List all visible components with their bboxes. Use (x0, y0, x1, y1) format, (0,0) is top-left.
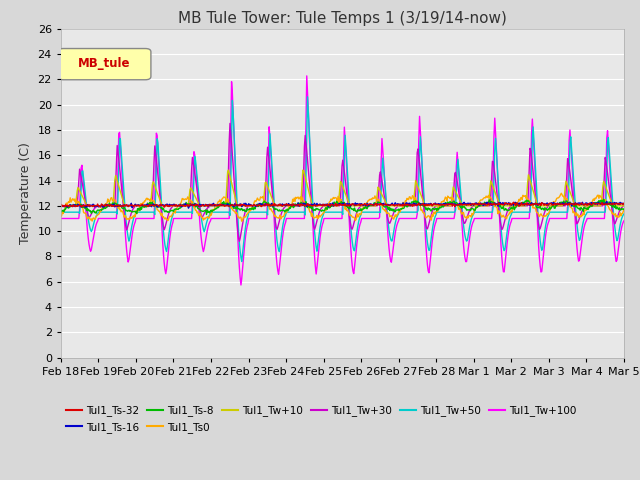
Tul1_Ts-16 (67, 203, 75, 208)
Tul1_Tw+50 (429, 224, 436, 229)
Title: MB Tule Tower: Tule Temps 1 (3/19/14-now): MB Tule Tower: Tule Temps 1 (3/19/14-now… (178, 11, 507, 26)
Line: Tul1_Tw+10: Tul1_Tw+10 (61, 170, 624, 206)
Tul1_Tw+30 (226, 120, 234, 126)
Tul1_Ts-32 (509, 199, 517, 205)
Tul1_Tw+30 (67, 203, 75, 209)
Tul1_Tw+50 (125, 238, 132, 244)
Tul1_Tw+50 (182, 209, 190, 215)
Tul1_Tw+100 (212, 216, 220, 221)
Tul1_Ts0 (125, 216, 132, 222)
Tul1_Tw+50 (57, 209, 65, 215)
Tul1_Ts-16 (620, 201, 628, 206)
Tul1_Ts-16 (412, 201, 419, 207)
Tul1_Tw+100 (67, 216, 75, 221)
Tul1_Ts-32 (183, 203, 191, 208)
Tul1_Tw+100 (182, 216, 190, 221)
Tul1_Ts-32 (412, 202, 419, 208)
Tul1_Tw+10 (67, 203, 75, 209)
Tul1_Ts-8 (213, 206, 221, 212)
Tul1_Ts-32 (620, 200, 628, 206)
Tul1_Tw+100 (429, 233, 436, 239)
Tul1_Tw+30 (57, 203, 65, 209)
Tul1_Ts-32 (161, 204, 168, 210)
Tul1_Tw+50 (238, 259, 246, 264)
Tul1_Tw+10 (57, 203, 65, 209)
Tul1_Tw+100 (620, 218, 628, 224)
Tul1_Tw+10 (225, 167, 232, 173)
Tul1_Tw+10 (620, 203, 628, 209)
Tul1_Tw+50 (413, 209, 420, 215)
Tul1_Tw+50 (304, 94, 312, 100)
Tul1_Ts0 (620, 206, 628, 212)
Line: Tul1_Tw+100: Tul1_Tw+100 (61, 76, 624, 285)
Tul1_Tw+10 (212, 203, 220, 209)
Tul1_Ts-16 (57, 203, 65, 209)
Line: Tul1_Tw+50: Tul1_Tw+50 (61, 97, 624, 262)
Tul1_Ts-16 (428, 202, 436, 208)
Tul1_Tw+30 (182, 203, 190, 209)
Tul1_Ts-8 (203, 212, 211, 217)
Tul1_Ts0 (67, 199, 75, 205)
Tul1_Tw+30 (413, 171, 420, 177)
Tul1_Tw+100 (125, 256, 132, 262)
Tul1_Tw+100 (237, 282, 245, 288)
Tul1_Tw+50 (67, 209, 75, 215)
Tul1_Ts-16 (184, 205, 192, 211)
Tul1_Ts0 (212, 204, 220, 209)
Tul1_Ts-32 (57, 204, 65, 209)
Tul1_Tw+30 (212, 203, 220, 209)
Tul1_Ts0 (57, 214, 65, 219)
Legend: Tul1_Ts-32, Tul1_Ts-16, Tul1_Ts-8, Tul1_Ts0, Tul1_Tw+10, Tul1_Tw+30, Tul1_Tw+50,: Tul1_Ts-32, Tul1_Ts-16, Tul1_Ts-8, Tul1_… (66, 406, 576, 432)
Tul1_Tw+100 (303, 73, 310, 79)
Tul1_Tw+10 (428, 203, 436, 209)
Tul1_Ts0 (182, 196, 190, 202)
Tul1_Ts-32 (125, 204, 132, 209)
Tul1_Ts-16 (125, 203, 132, 209)
Tul1_Ts-8 (57, 208, 65, 214)
Tul1_Tw+100 (413, 216, 420, 221)
Tul1_Tw+30 (620, 203, 628, 209)
Tul1_Ts-32 (67, 203, 75, 209)
Line: Tul1_Ts0: Tul1_Ts0 (61, 193, 624, 221)
Line: Tul1_Ts-8: Tul1_Ts-8 (61, 199, 624, 215)
Line: Tul1_Tw+30: Tul1_Tw+30 (61, 123, 624, 241)
Tul1_Ts0 (428, 212, 436, 217)
Tul1_Ts-32 (213, 203, 221, 209)
FancyBboxPatch shape (58, 48, 151, 80)
Text: MB_tule: MB_tule (78, 58, 131, 71)
Tul1_Tw+10 (182, 203, 190, 209)
Tul1_Ts0 (557, 191, 565, 196)
Tul1_Ts-8 (125, 207, 132, 213)
Tul1_Tw+10 (125, 203, 132, 209)
Tul1_Ts-8 (600, 196, 607, 202)
Tul1_Tw+30 (236, 239, 243, 244)
Tul1_Ts0 (412, 195, 419, 201)
Tul1_Tw+50 (620, 211, 628, 216)
Tul1_Ts-8 (67, 203, 75, 209)
Tul1_Ts0 (238, 218, 246, 224)
Tul1_Tw+10 (412, 178, 419, 183)
Tul1_Ts-8 (428, 206, 436, 212)
Tul1_Tw+30 (125, 219, 132, 225)
Tul1_Ts-32 (428, 203, 436, 209)
Line: Tul1_Ts-16: Tul1_Ts-16 (61, 202, 624, 208)
Tul1_Tw+50 (212, 209, 220, 215)
Tul1_Ts-8 (182, 200, 190, 205)
Tul1_Ts-8 (412, 198, 419, 204)
Y-axis label: Temperature (C): Temperature (C) (19, 142, 32, 244)
Tul1_Tw+100 (57, 216, 65, 221)
Tul1_Ts-16 (182, 202, 190, 208)
Tul1_Ts-8 (620, 206, 628, 212)
Line: Tul1_Ts-32: Tul1_Ts-32 (61, 202, 624, 207)
Tul1_Ts-16 (213, 203, 221, 208)
Tul1_Ts-16 (603, 199, 611, 204)
Tul1_Tw+30 (429, 207, 436, 213)
